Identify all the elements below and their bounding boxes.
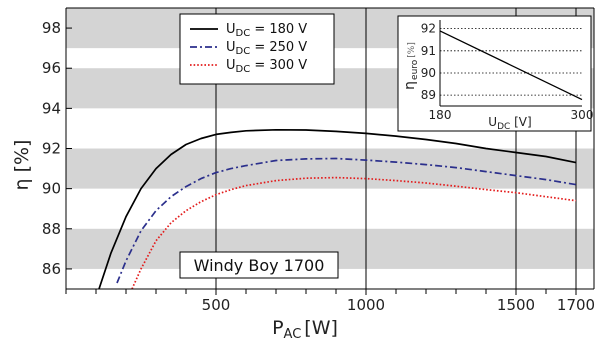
- plot-frame: [65, 7, 595, 290]
- inset-x-tick-label: 180: [429, 108, 452, 122]
- inset-y-tick-label: 91: [421, 44, 436, 58]
- series-line: [131, 176, 577, 290]
- y-tick-label: 96: [42, 59, 61, 77]
- inset-x-tick-labels: 180 300: [429, 108, 594, 122]
- inset-y-tick-label: 90: [421, 66, 436, 80]
- inset-y-tick-label: 89: [421, 88, 436, 102]
- x-axis-title: PAC [W]: [272, 317, 338, 342]
- inset-x-axis-title: UDC [V]: [488, 115, 531, 132]
- y-tick-label: 86: [42, 260, 61, 278]
- y-axis-title: η[%]: [11, 140, 33, 191]
- series-line: [116, 157, 577, 284]
- legend-label: UDC = 180 V: [226, 22, 307, 39]
- grid-band: [66, 148, 594, 189]
- y-tick-label: 90: [42, 180, 61, 198]
- inset-series-line: [439, 30, 583, 101]
- inset-y-tick-label: 92: [421, 22, 436, 36]
- device-name-label: Windy Boy 1700: [194, 256, 325, 275]
- curves: [98, 128, 577, 290]
- inset-x-tick-label: 300: [571, 108, 594, 122]
- x-tick-label: 1700: [557, 296, 595, 314]
- series-line: [98, 128, 577, 290]
- annotation-frame: [179, 251, 339, 279]
- x-tick-label: 500: [202, 296, 231, 314]
- annotation-box: Windy Boy 1700: [179, 251, 339, 279]
- legend-label: UDC = 250 V: [226, 40, 307, 57]
- y-tick-label: 92: [42, 140, 61, 158]
- inset-chart: 89 90 91 92 180 300 UDC [V] ηeuro[%]: [397, 15, 594, 132]
- inset-grid: [439, 20, 582, 107]
- x-tick-label: 1000: [347, 296, 385, 314]
- legend-label: UDC = 300 V: [226, 58, 307, 75]
- inset-line: [439, 30, 583, 101]
- inset-y-axis-title: ηeuro[%]: [402, 42, 420, 90]
- y-tick-label: 98: [42, 19, 61, 37]
- y-tick-label: 88: [42, 220, 61, 238]
- x-tick-labels: 500 1000 1500 1700: [65, 289, 595, 314]
- inset-frame: [397, 15, 592, 132]
- y-tick-label: 94: [42, 99, 61, 117]
- y-tick-labels: 86 88 90 92 94 96 98: [42, 19, 72, 278]
- x-tick-label: 1500: [497, 296, 535, 314]
- inset-y-tick-labels: 89 90 91 92: [421, 22, 436, 102]
- legend-box: [179, 13, 335, 85]
